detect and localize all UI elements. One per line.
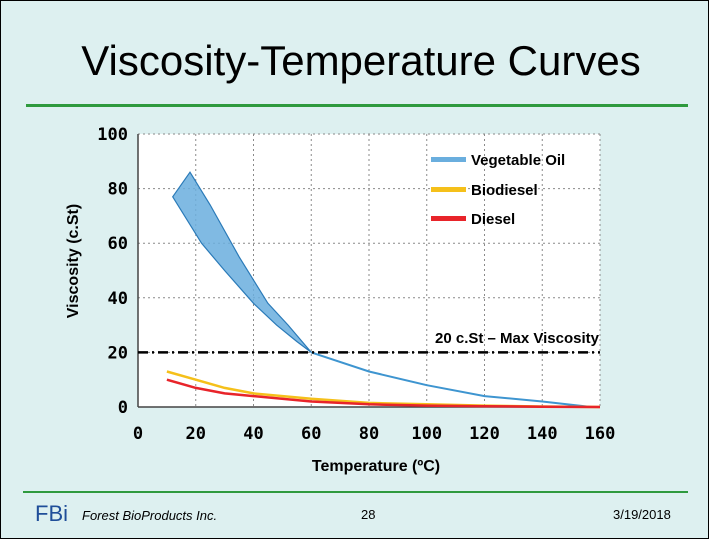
title-underline: [26, 104, 688, 107]
legend: Vegetable Oil Biodiesel Diesel: [431, 152, 565, 228]
y-tick-label-100: 100: [97, 125, 128, 145]
legend-swatch-1: [431, 187, 466, 192]
x-tick-label-0: 0: [133, 424, 143, 444]
legend-label-2: Diesel: [471, 211, 515, 228]
y-tick-label-20: 20: [108, 343, 128, 363]
slide-date: 3/19/2018: [613, 507, 671, 522]
tick-labels: 0 20 40 60 80 100 0 20 40 60 80 100 120 140 160: [97, 125, 615, 444]
legend-label-0: Vegetable Oil: [471, 152, 565, 169]
page-number: 28: [361, 507, 376, 522]
y-axis-title: Viscosity (c.St): [65, 204, 82, 318]
x-tick-label-40: 40: [243, 424, 263, 444]
brand-logo-text: FBi: [35, 501, 68, 526]
x-tick-label-20: 20: [186, 424, 206, 444]
x-tick-label-160: 160: [585, 424, 616, 444]
slide-title: Viscosity-Temperature Curves: [81, 37, 641, 84]
y-tick-label-80: 80: [108, 180, 128, 200]
footer-rule: [23, 491, 688, 493]
legend-label-1: Biodiesel: [471, 182, 538, 199]
x-axis-title: Temperature (ºC): [312, 458, 440, 475]
legend-swatch-2: [431, 216, 466, 221]
y-tick-label-0: 0: [118, 398, 128, 418]
x-tick-label-120: 120: [469, 424, 500, 444]
vegetable-oil-line: [310, 351, 592, 408]
diesel-line: [166, 378, 601, 409]
x-tick-label-140: 140: [527, 424, 558, 444]
x-tick-label-80: 80: [359, 424, 379, 444]
plot-series: [138, 171, 601, 409]
legend-swatch-0: [431, 157, 466, 162]
x-tick-label-60: 60: [301, 424, 321, 444]
company-name: Forest BioProducts Inc.: [82, 508, 218, 523]
y-tick-label-60: 60: [108, 234, 128, 254]
y-tick-label-40: 40: [108, 289, 128, 309]
max-viscosity-label: 20 c.St – Max Viscosity: [435, 330, 600, 347]
x-tick-label-100: 100: [411, 424, 442, 444]
